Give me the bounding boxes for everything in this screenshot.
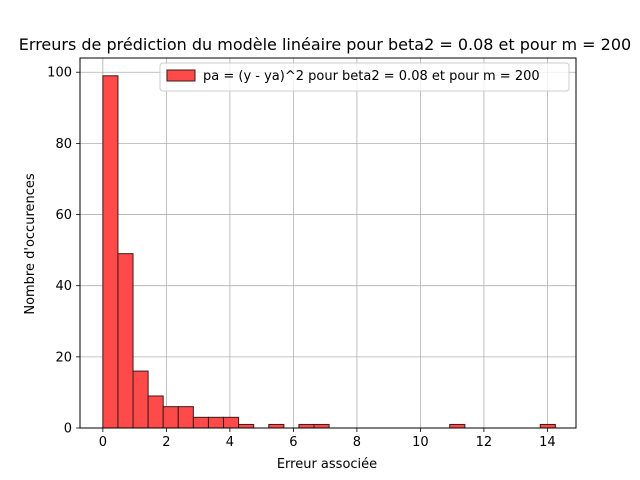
histogram-bar [313,423,330,429]
x-tick-label: 12 [476,435,493,450]
histogram-bar [162,406,179,429]
legend-label: pa = (y - ya)^2 pour beta2 = 0.08 et pou… [203,69,540,84]
histogram-bar [192,416,209,429]
histogram-bar [449,423,466,429]
x-tick-label: 0 [99,435,107,450]
y-axis-label: Nombre d'occurences [23,173,38,315]
histogram-bars [102,75,556,429]
legend-swatch [166,69,196,82]
histogram-bar [147,395,164,429]
grid-lines [80,58,576,429]
histogram-bar [223,416,240,429]
x-axis-label: Erreur associée [277,457,377,472]
histogram-bar [238,423,255,429]
histogram-bar [132,370,149,429]
x-tick-label: 4 [226,435,234,450]
histogram-bar [177,406,194,429]
plot-frame [79,57,577,429]
y-tick-label: 60 [55,208,72,223]
x-tick-label: 8 [353,435,361,450]
chart-title: Erreurs de prédiction du modèle linéaire… [19,35,631,54]
histogram-bar [102,75,119,429]
x-tick-label: 2 [162,435,170,450]
y-tick-label: 0 [64,422,72,437]
x-axis-ticks: 0 2 4 6 8 10 12 14 [99,428,556,450]
legend: pa = (y - ya)^2 pour beta2 = 0.08 et pou… [159,62,570,92]
y-tick-label: 80 [55,137,72,152]
x-tick-label: 6 [289,435,297,450]
y-axis-ticks: 0 20 40 60 80 100 [47,66,80,437]
y-tick-label: 40 [55,279,72,294]
histogram-bar [207,416,225,429]
x-tick-label: 10 [412,435,429,450]
x-tick-label: 14 [539,435,556,450]
y-tick-label: 100 [47,66,72,81]
histogram-bar [117,253,134,429]
y-tick-label: 20 [55,350,72,365]
legend-box [159,62,570,92]
histogram-bar [298,423,315,429]
histogram-bar [539,423,556,429]
histogram-bar [268,423,285,429]
